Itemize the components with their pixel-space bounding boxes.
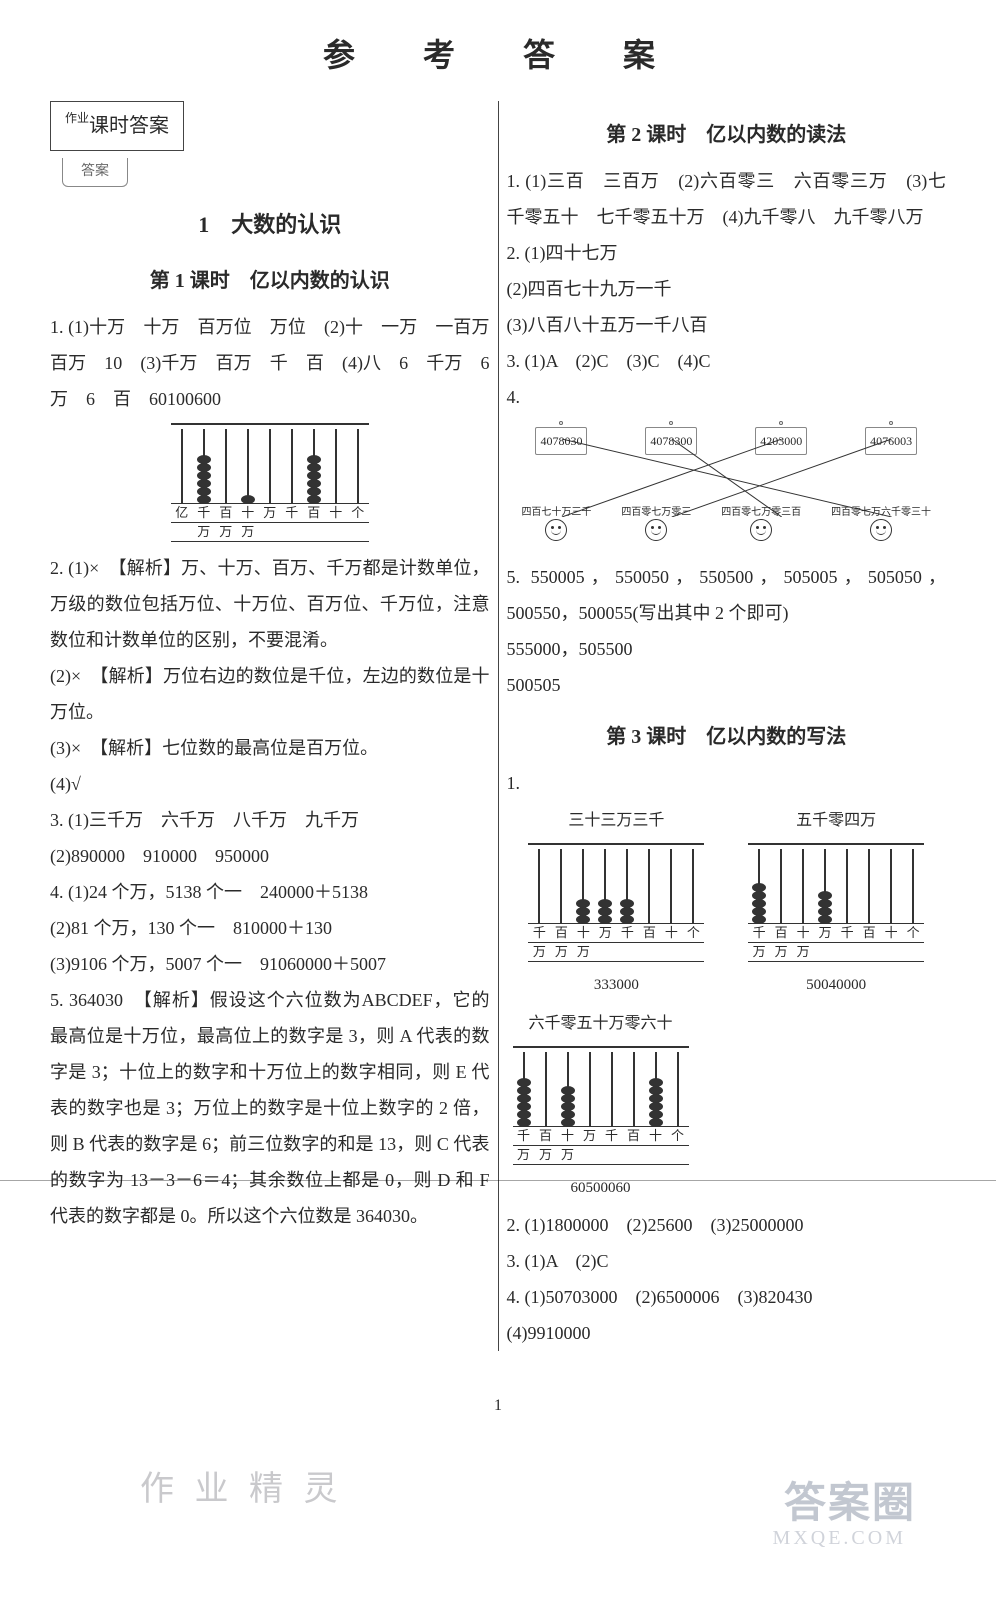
answer-box: 作业课时答案 bbox=[50, 101, 184, 151]
watermark-3: MXQE.COM bbox=[773, 1527, 906, 1550]
l3-4: 4. (1)50703000 (2)6500006 (3)820430 bbox=[507, 1279, 947, 1315]
r5c: 500505 bbox=[507, 667, 947, 703]
r5b: 555000，505500 bbox=[507, 631, 947, 667]
l3-3: 3. (1)A (2)C bbox=[507, 1243, 947, 1279]
right-column: 第 2 课时 亿以内数的读法 1. (1)三百 三百万 (2)六百零三 六百零三… bbox=[507, 101, 947, 1351]
r1: 1. (1)三百 三百万 (2)六百零三 六百零三万 (3)七千零五十 七千零五… bbox=[507, 163, 947, 235]
l3-2: 2. (1)1800000 (2)25600 (3)25000000 bbox=[507, 1207, 947, 1243]
abacus-ab1: 三十三万三千 千百十万千百十个万万万 333000 bbox=[528, 805, 704, 1000]
abacus-ab2: 五千零四万 千百十万千百十个万万万 50040000 bbox=[748, 805, 924, 1000]
q2-2: (2)× 【解析】万位右边的数位是千位，左边的数位是十万位。 bbox=[50, 658, 490, 730]
r2b: (2)四百七十九万一千 bbox=[507, 271, 947, 307]
page-title: 参 考 答 案 bbox=[50, 30, 946, 76]
box-prefix: 作业 bbox=[65, 111, 89, 125]
watermark-1: 作 业 精 灵 bbox=[140, 1461, 344, 1510]
unit-heading: 1 大数的认识 bbox=[50, 203, 490, 247]
q2-1: 2. (1)× 【解析】万、十万、百万、千万都是计数单位，万级的数位包括万位、十… bbox=[50, 550, 490, 658]
q4b: (2)81 个万，130 个一 810000＋130 bbox=[50, 910, 490, 946]
watermark-2: 答案圈 bbox=[784, 1469, 916, 1530]
q2-4: (4)√ bbox=[50, 766, 490, 802]
left-column: 作业课时答案 答案 1 大数的认识 第 1 课时 亿以内数的认识 1. (1)十… bbox=[50, 101, 490, 1351]
abacus-ab3: 六千零五十万零六十 千百十万千百十个万万万 60500060 bbox=[513, 1008, 689, 1203]
q5: 5. 364030 【解析】假设这个六位数为ABCDEF，它的最高位是十万位，最… bbox=[50, 982, 490, 1234]
lesson1-heading: 第 1 课时 亿以内数的认识 bbox=[50, 261, 490, 301]
q4c: (3)9106 个万，5007 个一 91060000＋5007 bbox=[50, 946, 490, 982]
r3: 3. (1)A (2)C (3)C (4)C bbox=[507, 343, 947, 379]
horizontal-fold-line bbox=[0, 1180, 996, 1181]
abacus-1: 亿千百十万千百十个万万万 bbox=[50, 423, 490, 542]
l3-1: 1. bbox=[507, 765, 947, 801]
q1: 1. (1)十万 十万 百万位 万位 (2)十 一万 一百万 百万 10 (3)… bbox=[50, 309, 490, 417]
q4a: 4. (1)24 个万，5138 个一 240000＋5138 bbox=[50, 874, 490, 910]
column-divider bbox=[498, 101, 499, 1351]
lesson2-heading: 第 2 课时 亿以内数的读法 bbox=[507, 115, 947, 155]
lesson3-heading: 第 3 课时 亿以内数的写法 bbox=[507, 717, 947, 757]
r4-label: 4. bbox=[507, 379, 947, 415]
answer-box-sub: 答案 bbox=[62, 158, 128, 187]
r2c: (3)八百八十五万一千八百 bbox=[507, 307, 947, 343]
matching-diagram: 4078030407830042030004076003 四百七十万三千四百零七… bbox=[507, 419, 947, 549]
q2-3: (3)× 【解析】七位数的最高位是百万位。 bbox=[50, 730, 490, 766]
r5: 5. 550005，550050，550500，505005，505050，50… bbox=[507, 559, 947, 631]
l3-4b: (4)9910000 bbox=[507, 1315, 947, 1351]
q3: 3. (1)三千万 六千万 八千万 九千万 bbox=[50, 802, 490, 838]
r2a: 2. (1)四十七万 bbox=[507, 235, 947, 271]
q3b: (2)890000 910000 950000 bbox=[50, 838, 490, 874]
page-number: 1 bbox=[0, 1397, 996, 1415]
